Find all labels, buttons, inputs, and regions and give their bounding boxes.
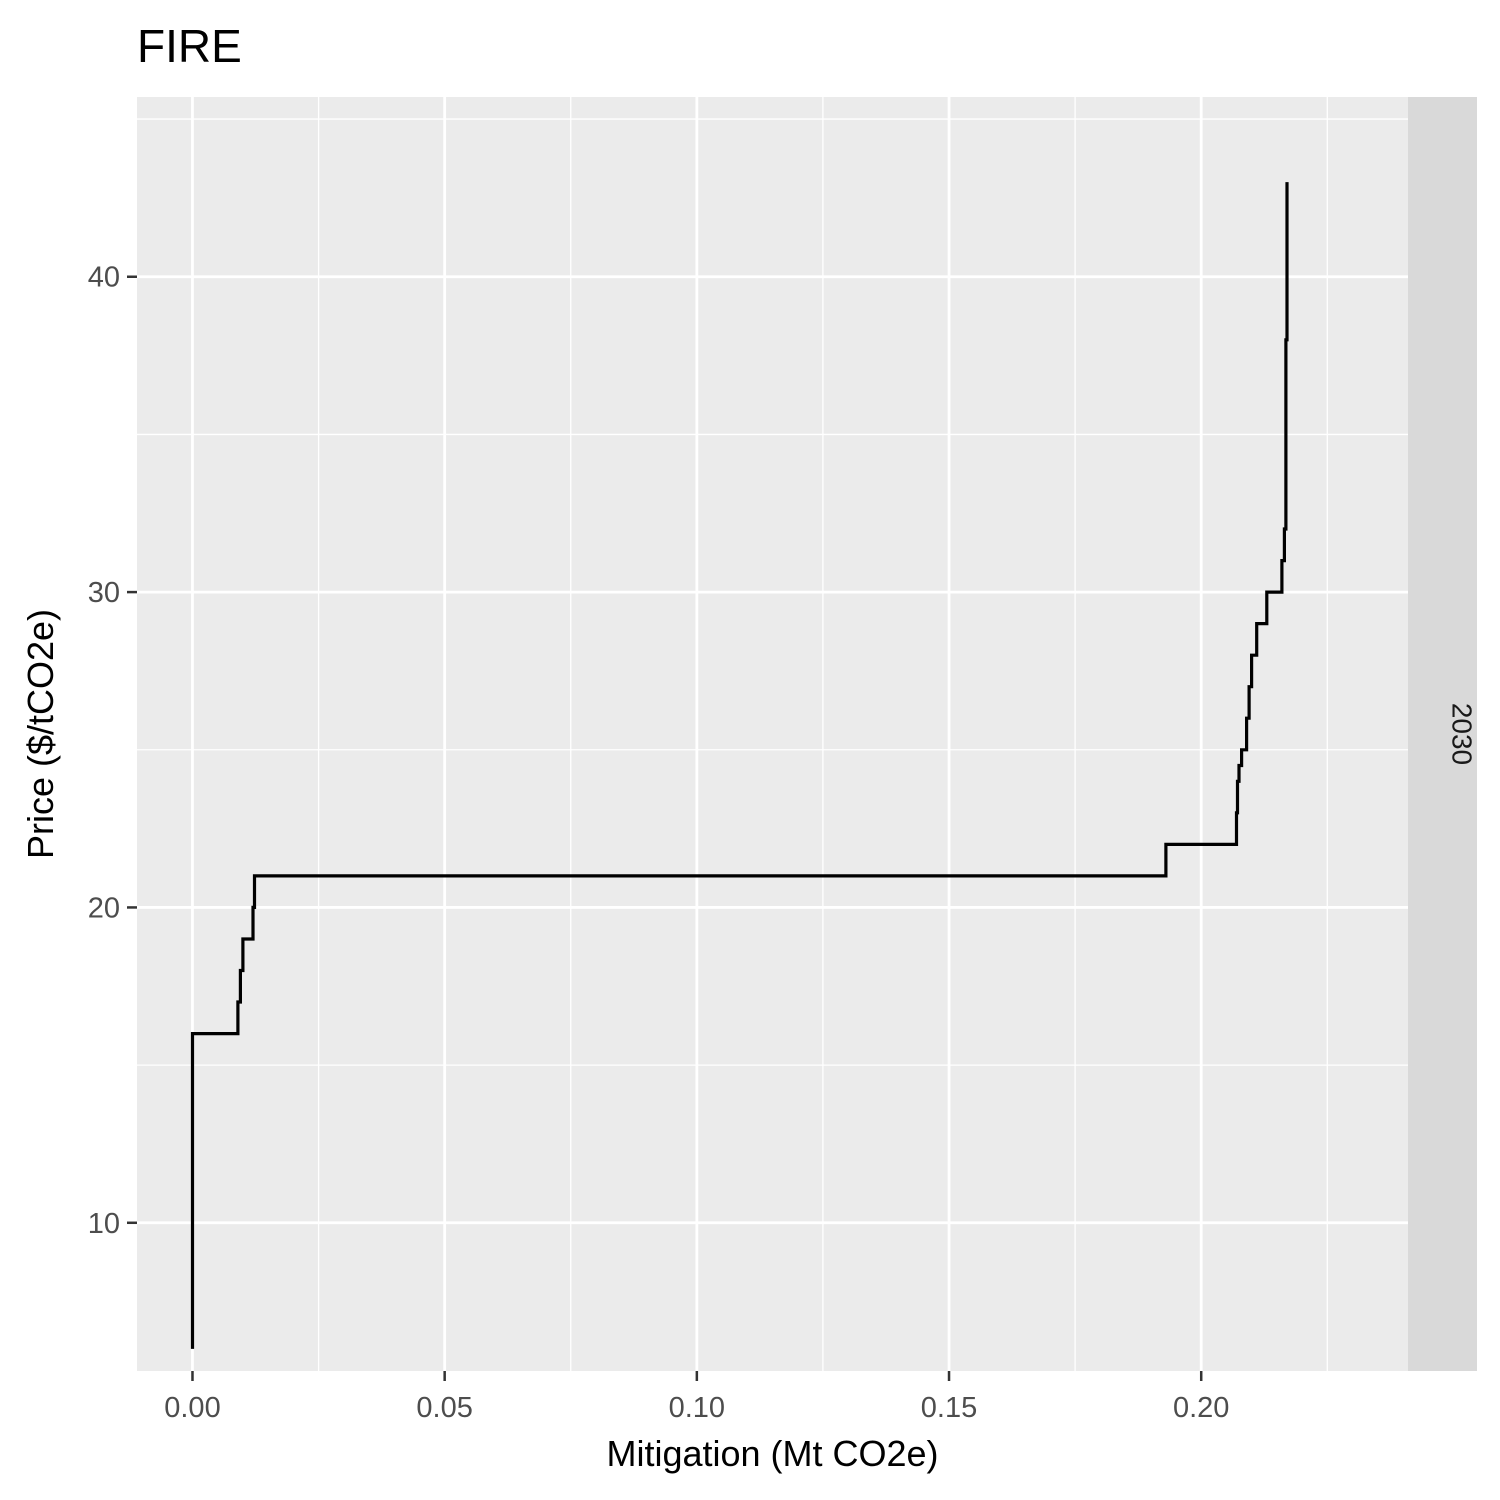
x-axis-title: Mitigation (Mt CO2e): [606, 1433, 938, 1474]
minor-gridlines: [137, 97, 1408, 1371]
y-tick-label: 20: [88, 892, 120, 924]
chart-title: FIRE: [137, 20, 242, 72]
x-tick-label: 0.15: [921, 1392, 977, 1424]
facet-strip-label: 2030: [1447, 703, 1478, 765]
plot-panel: [137, 97, 1408, 1371]
x-tick-label: 0.10: [669, 1392, 725, 1424]
y-tick-label: 40: [88, 262, 120, 294]
x-tick-label: 0.20: [1173, 1392, 1229, 1424]
x-tick-label: 0.00: [164, 1392, 220, 1424]
x-axis: 0.00 0.05 0.10 0.15 0.20: [164, 1371, 1229, 1424]
x-tick-label: 0.05: [416, 1392, 472, 1424]
y-axis-title: Price ($/tCO2e): [20, 609, 61, 859]
y-axis: 10 20 30 40: [88, 262, 137, 1240]
facet-strip: [1408, 97, 1477, 1371]
y-tick-label: 10: [88, 1208, 120, 1240]
y-tick-label: 30: [88, 577, 120, 609]
series-line: [190, 182, 1289, 1349]
